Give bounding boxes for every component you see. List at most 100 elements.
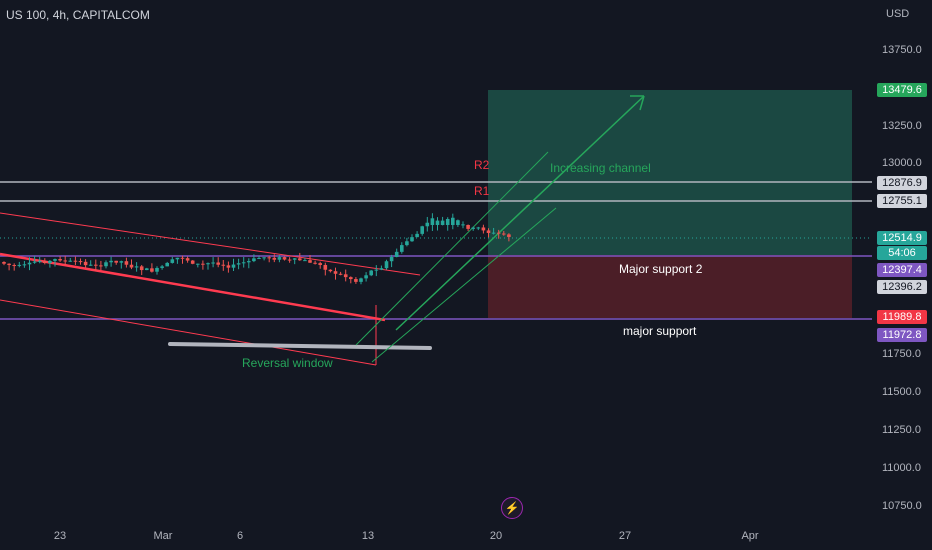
candle-body bbox=[176, 258, 180, 260]
r2-label[interactable]: R2 bbox=[474, 158, 489, 172]
candle-body bbox=[267, 257, 271, 258]
candle-body bbox=[431, 218, 435, 225]
candle-body bbox=[7, 264, 11, 265]
target-price-badge: 13479.6 bbox=[877, 83, 927, 97]
major-support-label[interactable]: major support bbox=[623, 324, 696, 338]
r1-label[interactable]: R1 bbox=[474, 184, 489, 198]
candle-body bbox=[18, 265, 22, 266]
candle-body bbox=[104, 262, 108, 266]
candle-body bbox=[390, 257, 394, 261]
price-tick: 10750.0 bbox=[882, 500, 922, 512]
candle-body bbox=[492, 233, 496, 234]
candle-body bbox=[324, 265, 328, 270]
candle-body bbox=[456, 220, 460, 225]
reversal-window-label[interactable]: Reversal window bbox=[242, 356, 333, 370]
candle-body bbox=[380, 268, 384, 269]
candle-body bbox=[94, 265, 98, 266]
candle-body bbox=[415, 234, 419, 237]
candle-body bbox=[43, 261, 47, 263]
candle-body bbox=[165, 263, 169, 266]
candle-body bbox=[48, 261, 52, 263]
price-tick: 13750.0 bbox=[882, 44, 922, 56]
chart-canvas[interactable] bbox=[0, 0, 872, 525]
candle-body bbox=[38, 261, 42, 262]
candle-body bbox=[196, 264, 200, 265]
candle-body bbox=[354, 279, 358, 282]
candle-body bbox=[2, 262, 6, 264]
candle-body bbox=[313, 263, 317, 264]
stop-price-badge: 11989.8 bbox=[877, 310, 927, 324]
increasing-channel-label[interactable]: Increasing channel bbox=[550, 161, 651, 175]
currency-label: USD bbox=[886, 8, 909, 20]
candle-body bbox=[293, 258, 297, 259]
major-support-2-label[interactable]: Major support 2 bbox=[619, 262, 702, 276]
price-tick: 13250.0 bbox=[882, 120, 922, 132]
candle-body bbox=[298, 258, 302, 260]
candle-body bbox=[329, 270, 333, 271]
candle-body bbox=[318, 263, 322, 265]
candle-body bbox=[33, 262, 37, 263]
candle-body bbox=[334, 271, 338, 274]
candle-body bbox=[252, 258, 256, 261]
candle-body bbox=[262, 257, 266, 258]
candle-body bbox=[471, 228, 475, 229]
candle-body bbox=[114, 261, 118, 263]
price-tick: 11250.0 bbox=[882, 424, 921, 436]
flash-icon[interactable]: ⚡ bbox=[501, 497, 523, 519]
candle-body bbox=[339, 274, 343, 275]
candle-body bbox=[273, 258, 277, 260]
bar-countdown-badge: 54:06 bbox=[877, 246, 927, 260]
candle-body bbox=[125, 261, 129, 265]
price-tick: 11750.0 bbox=[882, 348, 921, 360]
candle-body bbox=[482, 227, 486, 230]
candle-body bbox=[28, 263, 32, 265]
candle-body bbox=[206, 263, 210, 264]
candle-body bbox=[405, 241, 409, 245]
candle-body bbox=[487, 230, 491, 233]
candle-body bbox=[12, 265, 16, 266]
support2-entry-badge: 12396.2 bbox=[877, 280, 927, 294]
candle-body bbox=[385, 261, 389, 268]
candle-body bbox=[451, 218, 455, 225]
candle-body bbox=[369, 271, 373, 276]
candle-body bbox=[257, 258, 261, 259]
candle-body bbox=[211, 263, 215, 264]
candle-body bbox=[201, 264, 205, 265]
candle-body bbox=[63, 260, 67, 261]
candle-body bbox=[130, 265, 134, 268]
candle-body bbox=[461, 224, 465, 225]
candle-body bbox=[23, 264, 27, 265]
support2-price-badge: 12397.4 bbox=[877, 263, 927, 277]
candle-body bbox=[288, 260, 292, 261]
candle-body bbox=[410, 237, 414, 241]
candle-body bbox=[466, 225, 470, 229]
candle-body bbox=[446, 219, 450, 225]
r2-price-badge: 12876.9 bbox=[877, 176, 927, 190]
candle-body bbox=[181, 258, 185, 259]
candle-body bbox=[247, 261, 251, 262]
candle-body bbox=[477, 227, 481, 228]
candle-body bbox=[283, 257, 287, 259]
candle-body bbox=[232, 265, 236, 268]
candle-body bbox=[69, 261, 73, 262]
candle-body bbox=[426, 223, 430, 227]
time-tick: Apr bbox=[741, 530, 758, 542]
support-price-badge: 11972.8 bbox=[877, 328, 927, 342]
candle-body bbox=[53, 259, 57, 261]
candle-body bbox=[74, 261, 78, 262]
candle-body bbox=[420, 226, 424, 234]
time-tick: 20 bbox=[490, 530, 502, 542]
candle-body bbox=[191, 261, 195, 264]
price-tick: 13000.0 bbox=[882, 157, 922, 169]
time-tick: 6 bbox=[237, 530, 243, 542]
candle-body bbox=[344, 274, 348, 277]
candle-body bbox=[364, 275, 368, 278]
price-tick: 11000.0 bbox=[882, 462, 921, 474]
candle-body bbox=[507, 234, 511, 237]
candle-body bbox=[237, 263, 241, 264]
candle-body bbox=[84, 262, 88, 265]
candle-body bbox=[303, 260, 307, 261]
symbol-title[interactable]: US 100, 4h, CAPITALCOM bbox=[6, 8, 150, 22]
candle-body bbox=[216, 263, 220, 265]
